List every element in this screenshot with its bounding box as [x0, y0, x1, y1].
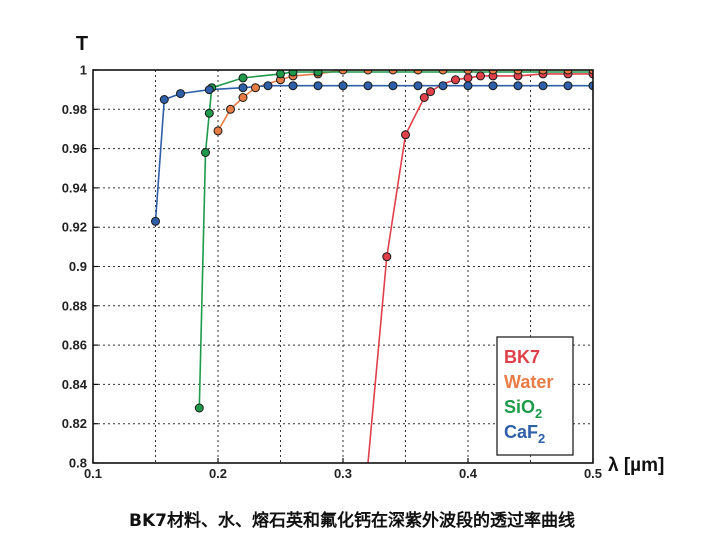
data-point-caf2: [438, 81, 448, 91]
data-point-caf2: [363, 81, 373, 91]
data-point-bk7: [451, 75, 460, 85]
legend-box: [496, 336, 574, 456]
y-tick-label: 0.9: [69, 259, 87, 274]
data-point-caf2: [151, 216, 160, 226]
data-point-sio2: [276, 70, 285, 79]
x-tick-label: 0.2: [209, 466, 227, 481]
x-tick-label: 0.4: [459, 466, 478, 481]
x-axis-title: λ [µm]: [608, 455, 664, 476]
y-tick-label: 0.84: [62, 377, 88, 392]
y-tick-label: 1: [80, 63, 87, 78]
y-tick-label: 0.82: [62, 416, 87, 431]
data-point-water: [413, 70, 423, 75]
axis-ticks: 0.1 0.2 0.3 0.4 0.5 0.8 0.82 0.84 0.86 0.88 0.9 0.9…: [62, 63, 602, 482]
data-point-bk7: [476, 71, 485, 81]
y-tick-label: 0.98: [62, 102, 87, 117]
data-point-caf2: [288, 81, 298, 91]
series-layer: [151, 70, 593, 463]
y-tick-label: 0.94: [62, 180, 88, 195]
data-point-water: [513, 70, 523, 75]
y-tick-label: 0.86: [62, 338, 87, 353]
data-point-water: [538, 70, 548, 75]
data-point-caf2: [413, 81, 423, 91]
data-point-caf2: [513, 81, 523, 91]
data-point-caf2: [176, 89, 185, 99]
y-tick-label: 0.96: [62, 141, 87, 156]
data-point-bk7: [426, 87, 435, 97]
data-point-bk7: [401, 130, 410, 140]
legend-entry-water: Water: [504, 372, 553, 392]
data-point-caf2: [238, 83, 248, 93]
legend-entry-caf2: CaF2: [504, 422, 545, 446]
data-point-caf2: [313, 81, 323, 91]
data-point-caf2: [588, 81, 593, 91]
data-point-water: [238, 93, 248, 102]
legend-entry-bk7: BK7: [504, 347, 540, 367]
data-point-caf2: [204, 85, 214, 95]
data-point-bk7: [463, 73, 473, 83]
data-point-water: [338, 70, 348, 75]
data-point-caf2: [538, 81, 548, 91]
legend-entry-sio2: SiO2: [504, 397, 542, 421]
data-point-caf2: [563, 81, 573, 91]
figure-caption: BK7材料、水、熔石英和氟化钙在深紫外波段的透过率曲线: [129, 511, 575, 531]
x-tick-label: 0.1: [84, 466, 102, 481]
data-point-caf2: [263, 81, 273, 91]
data-point-water: [226, 104, 235, 114]
y-tick-label: 0.8: [69, 456, 87, 471]
data-point-caf2: [488, 81, 498, 91]
data-point-bk7: [382, 252, 392, 262]
y-axis-title: T: [76, 33, 88, 55]
data-point-water: [213, 126, 223, 136]
data-point-sio2: [288, 70, 298, 77]
data-point-caf2: [159, 95, 169, 104]
transmission-chart: 0.1 0.2 0.3 0.4 0.5 0.8 0.82 0.84 0.86 0.88 0.9 0.9…: [62, 33, 665, 482]
data-point-caf2: [463, 81, 473, 91]
data-point-water: [363, 70, 373, 75]
data-point-sio2: [204, 108, 214, 118]
data-point-sio2: [201, 148, 210, 157]
data-point-sio2: [238, 73, 248, 83]
data-point-bk7: [419, 93, 429, 102]
data-point-caf2: [388, 81, 398, 91]
x-tick-label: 0.3: [334, 466, 352, 481]
data-point-caf2: [338, 81, 348, 91]
data-point-water: [488, 70, 498, 75]
y-tick-label: 0.92: [62, 220, 87, 235]
data-point-water: [251, 83, 260, 93]
y-tick-label: 0.88: [62, 298, 87, 313]
data-point-sio2: [194, 403, 204, 413]
x-tick-label: 0.5: [584, 466, 602, 481]
data-point-water: [388, 70, 398, 75]
data-point-water: [463, 70, 473, 75]
data-point-water: [563, 70, 573, 75]
data-point-sio2: [313, 70, 323, 77]
data-point-water: [438, 70, 448, 75]
data-point-water: [588, 70, 593, 75]
